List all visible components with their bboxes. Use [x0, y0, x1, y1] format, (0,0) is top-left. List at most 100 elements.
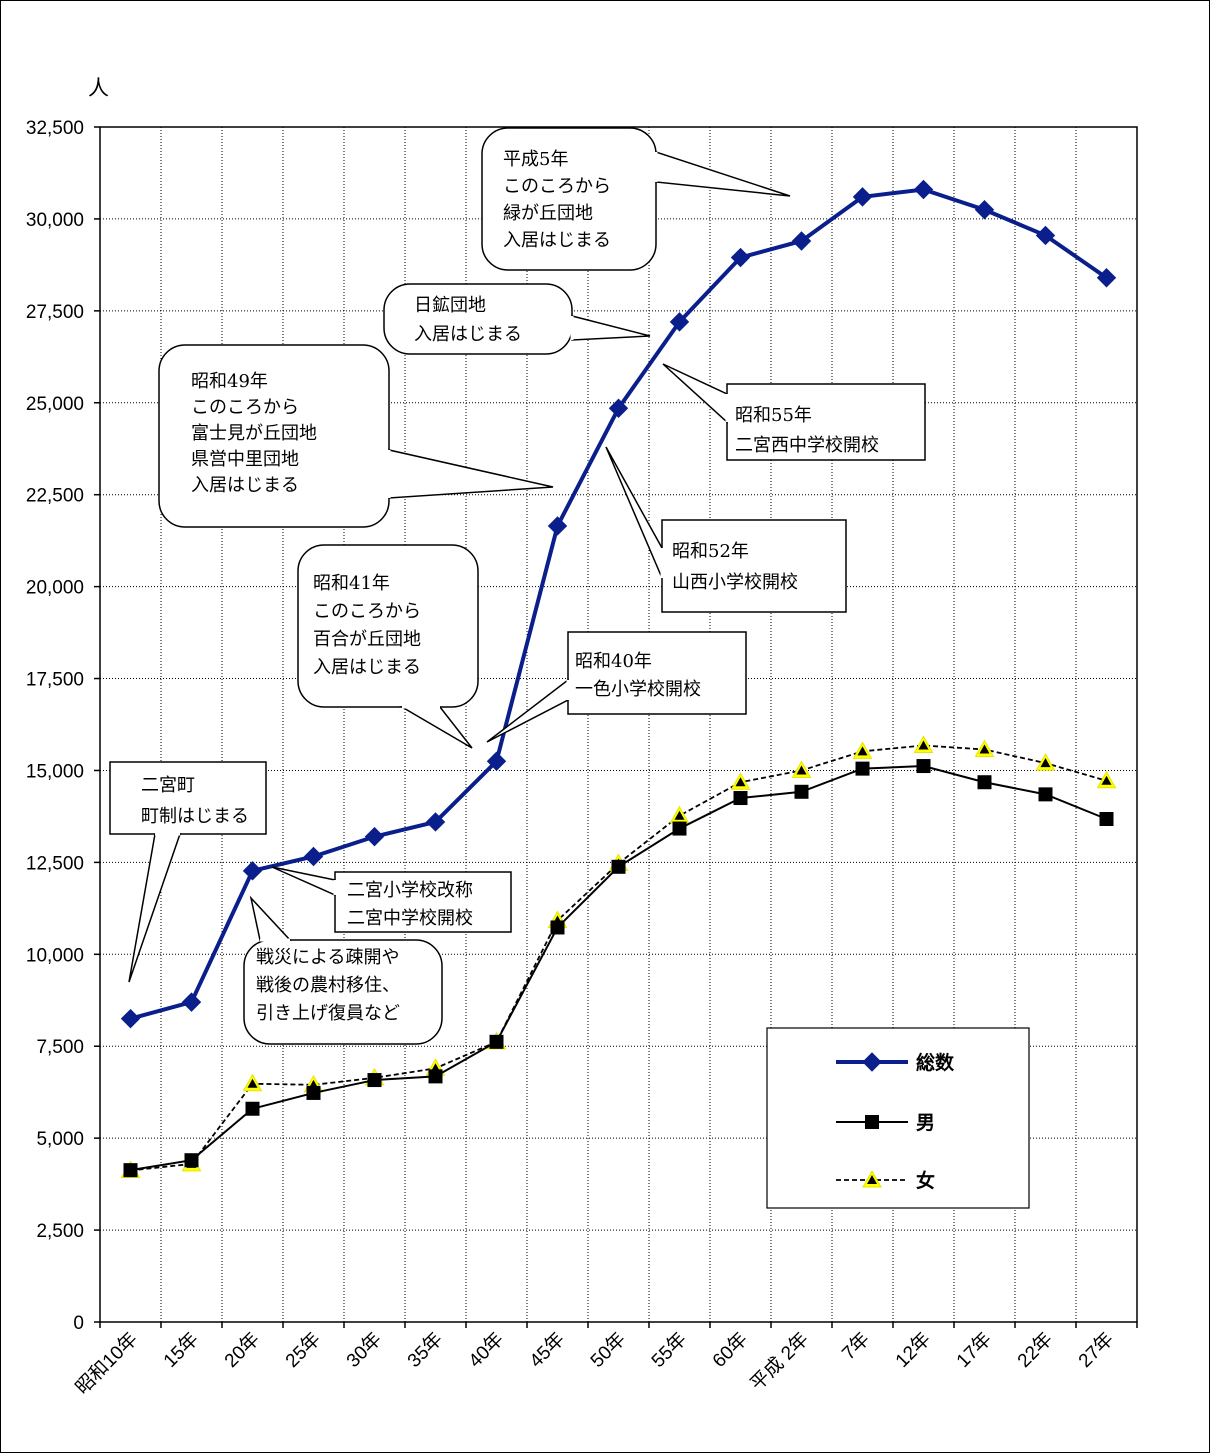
y-tick-label: 17,500 [26, 670, 84, 691]
y-tick-label: 27,500 [26, 302, 84, 323]
callout-pointer [388, 449, 554, 499]
data-point [608, 398, 629, 418]
x-tick-label: 22年 [1013, 1328, 1057, 1372]
callout-text: このころから [191, 397, 299, 418]
data-point [1035, 225, 1056, 246]
data-point-core [796, 765, 807, 775]
legend-entry-女: 女 [836, 1169, 935, 1192]
x-tick-label: 7年 [838, 1328, 874, 1364]
callout-text: 昭和41年 [313, 573, 390, 594]
data-point [916, 759, 931, 774]
legend-label: 総数 [916, 1051, 955, 1074]
x-tick-label: 35年 [403, 1328, 447, 1372]
data-point [489, 1034, 504, 1049]
callout-text: 二宮町 [141, 775, 195, 796]
data-point-core [979, 744, 990, 754]
callout-text: 二宮中学校開校 [347, 908, 473, 929]
data-point-core [1101, 775, 1112, 785]
callout-box [243, 939, 443, 1045]
callout-text: 二宮小学校改称 [347, 880, 473, 901]
y-tick-label: 12,500 [26, 853, 84, 874]
series-男 [123, 759, 1114, 1178]
y-tick-label: 32,500 [26, 118, 84, 139]
data-point [794, 784, 809, 799]
callout-box [334, 871, 512, 933]
data-point [120, 1008, 141, 1029]
data-point [425, 812, 446, 832]
callout-text: 緑が丘団地 [503, 203, 593, 224]
callout-text: 入居はじまる [503, 230, 611, 251]
series-総数 [120, 179, 1117, 1029]
data-point [1099, 811, 1114, 826]
callout-box [567, 631, 747, 715]
data-point-core [735, 777, 746, 787]
callout-pointer [571, 315, 651, 341]
data-point [1038, 787, 1053, 802]
x-tick-label: 15年 [159, 1328, 203, 1372]
y-tick-label: 25,000 [26, 394, 84, 415]
data-point [242, 861, 263, 881]
plot-area-border [99, 126, 1138, 1323]
legend-marker [865, 1115, 879, 1129]
data-point-core [857, 746, 868, 756]
data-point-core [247, 1078, 258, 1088]
data-point [303, 846, 324, 867]
callout-text: 平成5年 [503, 149, 568, 170]
x-tick-label: 25年 [281, 1328, 325, 1372]
legend-marker-core [867, 1175, 877, 1184]
callout-pointer [399, 706, 473, 749]
data-point [611, 859, 626, 874]
data-point [550, 920, 565, 935]
x-tick-label: 40年 [464, 1328, 508, 1372]
data-point [306, 1085, 321, 1100]
callout-pointer [486, 678, 569, 743]
y-tick-label: 20,000 [26, 578, 84, 599]
callout-box [661, 519, 847, 613]
callout-text: 入居はじまる [414, 324, 522, 345]
callout-text: 昭和55年 [735, 405, 812, 426]
y-axis-label: 人 [88, 77, 109, 100]
data-point [364, 826, 385, 847]
callout-text: このころから [503, 176, 611, 197]
y-tick-label: 7,500 [36, 1037, 84, 1058]
data-point [1096, 268, 1117, 288]
x-tick-label: 30年 [342, 1328, 386, 1372]
data-point [791, 231, 812, 251]
x-tick-label: 45年 [525, 1328, 569, 1372]
x-tick-label: 27年 [1074, 1328, 1118, 1372]
data-point-core [1040, 758, 1051, 768]
y-tick-label: 30,000 [26, 210, 84, 231]
x-tick-label: 17年 [952, 1328, 996, 1372]
data-point [730, 247, 751, 268]
callout-text: 二宮西中学校開校 [735, 435, 879, 456]
series-layer [120, 179, 1117, 1179]
x-tick-label: 平成 2年 [746, 1328, 813, 1395]
x-tick-label: 20年 [220, 1328, 264, 1372]
data-point [977, 775, 992, 790]
x-tick-label: 50年 [586, 1328, 630, 1372]
callout-pointer [662, 363, 728, 424]
data-point [855, 761, 870, 776]
callout-box [481, 127, 657, 271]
callout-box [297, 544, 479, 708]
x-tick-label: 12年 [891, 1328, 935, 1372]
callout-pointer [249, 895, 292, 941]
data-point [733, 791, 748, 806]
data-point [367, 1073, 382, 1088]
legend-entry-男: 男 [836, 1112, 935, 1134]
x-tick-label: 昭和10年 [71, 1328, 142, 1399]
callout-pointer [605, 446, 663, 579]
callout-text: 入居はじまる [191, 475, 299, 496]
callout-box [109, 761, 267, 835]
callout-text: 昭和52年 [672, 541, 749, 562]
data-point [669, 312, 690, 332]
